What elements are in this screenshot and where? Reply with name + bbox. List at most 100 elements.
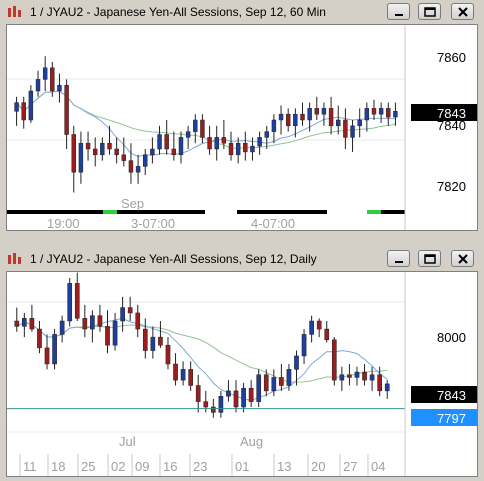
- candle: [120, 307, 125, 322]
- candle: [180, 369, 186, 381]
- candle: [293, 113, 298, 127]
- candle: [173, 363, 178, 381]
- close-button[interactable]: [451, 250, 474, 267]
- candle: [195, 385, 201, 402]
- moving-average-line: [16, 317, 388, 402]
- close-button[interactable]: [451, 3, 474, 20]
- candle: [362, 371, 367, 381]
- candle: [324, 328, 330, 341]
- candle: [64, 84, 69, 135]
- candle: [57, 84, 62, 92]
- restore-icon: [424, 7, 436, 17]
- title-bar[interactable]: 1 / JYAU2 - Japanese Yen-All Sessions, S…: [0, 0, 484, 24]
- candle: [158, 336, 163, 346]
- candle: [369, 374, 375, 381]
- candle: [42, 67, 48, 80]
- candle: [285, 113, 291, 127]
- candle: [178, 137, 184, 156]
- candle: [264, 131, 269, 138]
- candle: [200, 119, 205, 138]
- restore-button[interactable]: [418, 3, 441, 20]
- candle: [364, 108, 370, 121]
- candle: [233, 390, 239, 408]
- candle: [243, 142, 248, 153]
- candle: [78, 142, 84, 173]
- candle: [278, 113, 284, 121]
- candle: [21, 102, 26, 121]
- candle: [135, 312, 141, 330]
- candle: [314, 108, 320, 115]
- chart-app-icon: [8, 6, 21, 17]
- session-marker: [367, 210, 381, 214]
- title-bar[interactable]: 1 / JYAU2 - Japanese Yen-All Sessions, S…: [0, 247, 484, 271]
- candle: [22, 318, 27, 327]
- chart-window-daily: 1 / JYAU2 - Japanese Yen-All Sessions, S…: [0, 247, 484, 481]
- candle: [150, 148, 155, 156]
- candle: [97, 315, 103, 327]
- session-marker: [103, 210, 117, 214]
- candle: [235, 142, 241, 156]
- month-label: Aug: [240, 434, 263, 449]
- candle: [250, 145, 255, 153]
- candle: [37, 328, 42, 349]
- candle: [112, 320, 118, 346]
- candle: [114, 148, 119, 156]
- date-label: 11: [23, 459, 37, 474]
- candle: [14, 102, 19, 112]
- last-price-label: 7843: [437, 388, 466, 403]
- candle: [339, 374, 345, 381]
- chart-plot-frame: 7860 7840 7820 7843 Sep 19:00 3-07:00 4-…: [6, 24, 478, 231]
- date-label: 20: [311, 459, 325, 474]
- candle: [185, 131, 191, 138]
- session-gap: [327, 210, 367, 214]
- time-label: 4-07:00: [251, 216, 295, 230]
- price-label: 7840: [437, 118, 466, 133]
- date-label: 02: [111, 459, 125, 474]
- candle: [316, 320, 322, 330]
- candle: [384, 383, 390, 392]
- candle: [165, 344, 171, 365]
- price-chart-daily[interactable]: 8000 7900 7843 7797 Jul Aug 111825020916…: [7, 272, 477, 476]
- candle: [357, 119, 362, 127]
- candle: [279, 377, 284, 386]
- candle: [171, 148, 177, 156]
- candle: [241, 387, 246, 408]
- price-chart-60min[interactable]: 7860 7840 7820 7843 Sep 19:00 3-07:00 4-…: [7, 25, 477, 230]
- last-price-box: [411, 104, 477, 121]
- window-title: 1 / JYAU2 - Japanese Yen-All Sessions, S…: [30, 252, 317, 266]
- time-label: 19:00: [47, 216, 80, 230]
- candle: [257, 137, 262, 147]
- price-label: 8000: [437, 330, 466, 345]
- candle: [228, 142, 234, 156]
- candle: [90, 315, 95, 330]
- candle: [203, 401, 209, 408]
- candle: [371, 108, 377, 115]
- candle: [107, 142, 112, 150]
- candle: [307, 108, 312, 121]
- last-price-label: 7843: [437, 106, 466, 121]
- minimize-button[interactable]: [387, 250, 410, 267]
- candle: [85, 142, 91, 150]
- candle: [393, 111, 398, 118]
- candle: [248, 387, 254, 402]
- date-label: 09: [135, 459, 149, 474]
- candle: [50, 67, 55, 92]
- candle: [218, 396, 224, 413]
- candle: [92, 148, 98, 156]
- candle: [142, 328, 148, 351]
- candle: [328, 108, 334, 127]
- restore-icon: [424, 254, 436, 264]
- chart-window-60min: 1 / JYAU2 - Japanese Yen-All Sessions, S…: [0, 0, 484, 237]
- minimize-icon: [395, 261, 403, 263]
- candle: [188, 369, 193, 386]
- restore-button[interactable]: [418, 250, 441, 267]
- minimize-button[interactable]: [387, 3, 410, 20]
- candle: [164, 134, 169, 150]
- candle: [28, 90, 34, 121]
- candle: [286, 369, 292, 386]
- candle: [301, 334, 307, 357]
- session-gap: [205, 210, 237, 214]
- candle: [343, 119, 348, 138]
- candle: [226, 390, 231, 397]
- candle: [336, 119, 341, 127]
